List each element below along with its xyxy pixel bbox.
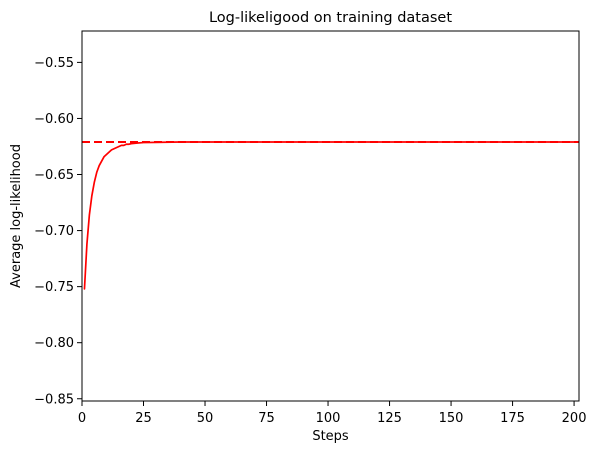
x-tick-label-75: 75: [258, 411, 275, 426]
y-axis-label: Average log-likelihood: [9, 144, 24, 288]
chart-title: Log-likeligood on training dataset: [209, 10, 452, 26]
x-tick-label-50: 50: [197, 411, 214, 426]
y-tick-label-3: −0.70: [34, 224, 74, 239]
x-tick-label-200: 200: [562, 411, 587, 426]
y-tick-label-0: −0.55: [34, 56, 74, 71]
x-axis: 0 25 50 75 100 125 150 175 200: [78, 401, 587, 426]
y-tick-label-1: −0.60: [34, 112, 74, 127]
y-tick-label-2: −0.65: [34, 168, 74, 183]
x-tick-label-150: 150: [439, 411, 464, 426]
x-tick-label-25: 25: [135, 411, 152, 426]
plot-layer: [82, 141, 579, 290]
x-tick-label-175: 175: [500, 411, 525, 426]
x-tick-label-125: 125: [377, 411, 402, 426]
y-tick-label-4: −0.75: [34, 280, 74, 295]
plot-frame: [81, 30, 580, 402]
x-axis-label: Steps: [312, 429, 349, 444]
x-tick-label-100: 100: [316, 411, 341, 426]
y-axis: −0.55 −0.60 −0.65 −0.70 −0.75 −0.80 −0.85: [34, 56, 82, 407]
y-tick-label-5: −0.80: [34, 336, 74, 351]
y-tick-label-6: −0.85: [34, 392, 74, 407]
series-line-0: [83, 141, 579, 290]
x-tick-label-0: 0: [78, 411, 86, 426]
